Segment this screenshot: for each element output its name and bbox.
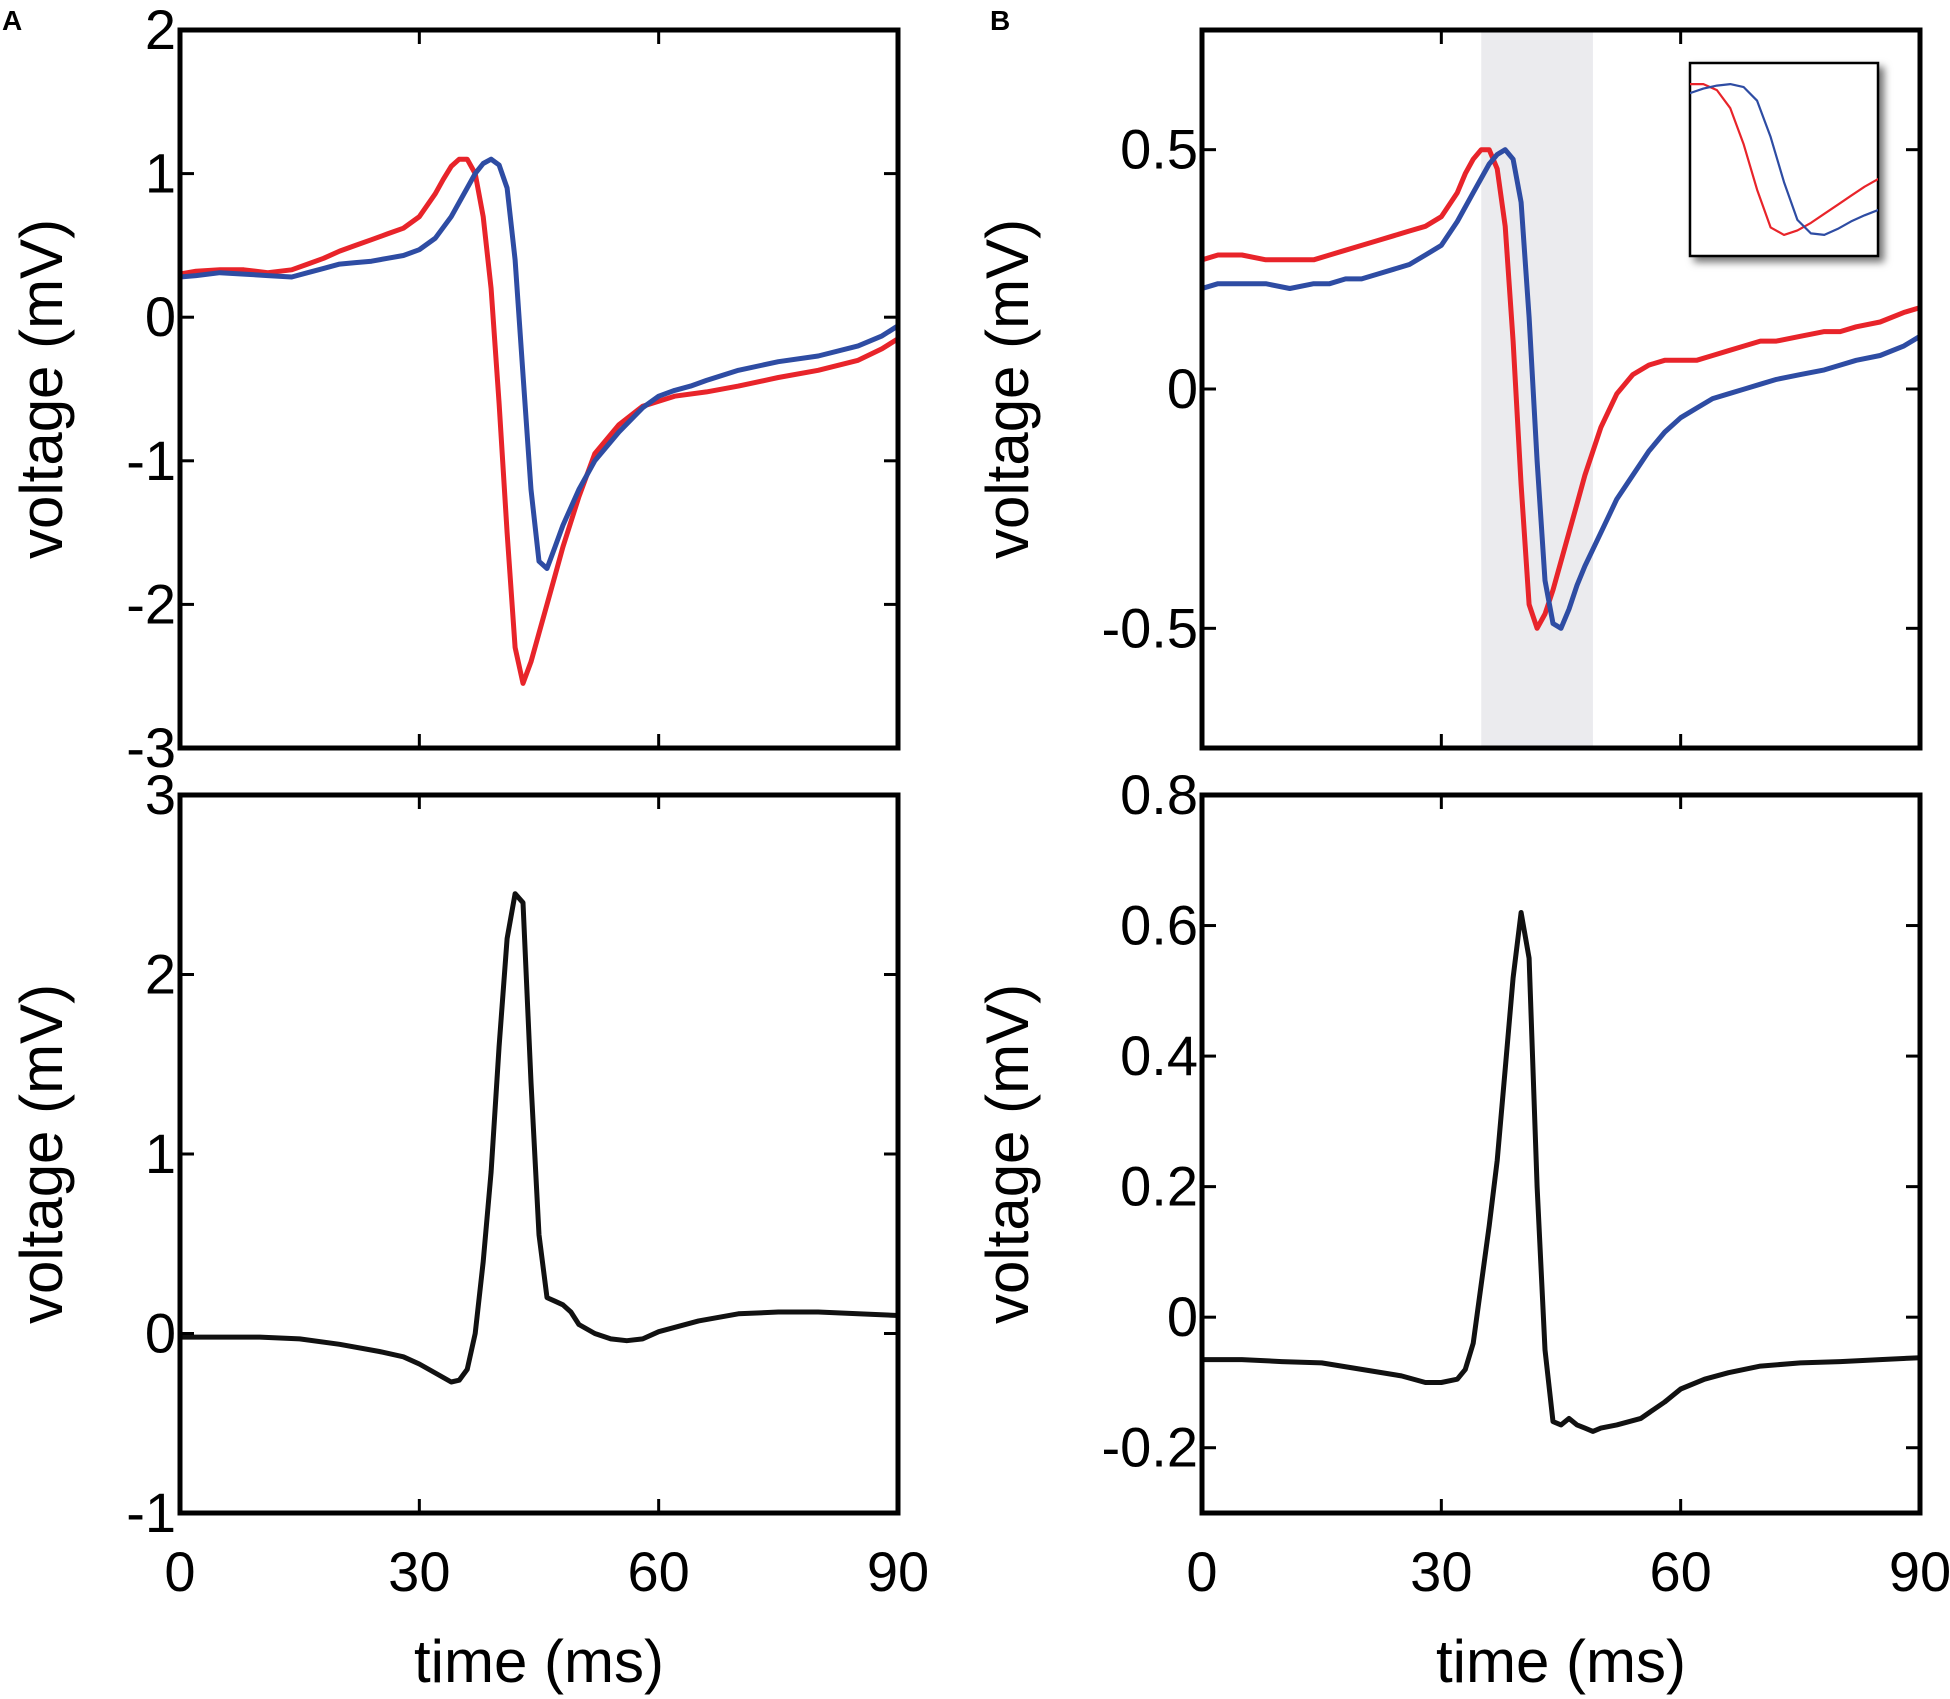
- x-axis-title: time (ms): [1436, 1628, 1686, 1695]
- x-tick-label: 30: [388, 1540, 450, 1603]
- inset-zoom: [1688, 61, 1880, 258]
- plot-area: -3 -2 -1 0 1 2: [126, 0, 901, 779]
- y-tick-label: 0.2: [1120, 1155, 1198, 1218]
- y-tick-label: -2: [126, 572, 176, 635]
- series-line-difference: [180, 891, 898, 1385]
- series-group: [1202, 147, 1920, 631]
- panel-label-b: B: [990, 5, 1010, 36]
- y-tick-label: 2: [145, 0, 176, 61]
- series-line-red: [1202, 147, 1920, 631]
- series-group: [1202, 910, 1920, 1434]
- x-tick-label: 30: [1410, 1540, 1472, 1603]
- x-tick-label: 90: [867, 1540, 929, 1603]
- y-tick-label: 0: [1167, 1285, 1198, 1348]
- series-line-blue: [180, 156, 898, 571]
- y-tick-label: 0.5: [1120, 118, 1198, 181]
- series-group: [180, 156, 898, 686]
- y-axis-title: voltage (mV): [974, 984, 1041, 1324]
- inset-line-blue: [1690, 82, 1878, 236]
- x-tick-label: 0: [164, 1540, 195, 1603]
- series-line-blue: [1202, 147, 1920, 631]
- y-tick-label: 1: [145, 142, 176, 205]
- series-group: [180, 891, 898, 1385]
- x-tick-label: 60: [628, 1540, 690, 1603]
- y-tick-label: 0: [145, 1302, 176, 1365]
- x-axis-title: time (ms): [414, 1628, 664, 1695]
- plot-area: -0.5 0 0.5: [1102, 27, 1923, 751]
- y-tick-label: 1: [145, 1122, 176, 1185]
- y-tick-label: -0.2: [1102, 1416, 1199, 1479]
- plot-frame: [177, 27, 901, 751]
- chart-b-top: -0.5 0 0.5 voltage (mV): [974, 27, 1923, 751]
- y-axis-title: voltage (mV): [974, 219, 1041, 559]
- plot-frame: [1199, 792, 1923, 1516]
- inset-plot: [1690, 82, 1878, 236]
- y-axis-title: voltage (mV): [8, 984, 75, 1324]
- y-tick-label: -0.5: [1102, 596, 1199, 659]
- x-tick-label: 90: [1889, 1540, 1950, 1603]
- plot-frame: [177, 792, 901, 1516]
- plot-area: 0 30 60 90 -0.2 0 0.2 0.4 0.6 0.8: [1102, 763, 1950, 1603]
- y-tick-label: 0.4: [1120, 1024, 1198, 1087]
- y-tick-label: 0: [1167, 357, 1198, 420]
- y-axis-title: voltage (mV): [8, 219, 75, 559]
- y-tick-label: 0.6: [1120, 894, 1198, 957]
- y-tick-label: -1: [126, 429, 176, 492]
- y-tick-label: 0.8: [1120, 763, 1198, 826]
- y-tick-label: -3: [126, 716, 176, 779]
- series-line-red: [180, 156, 898, 686]
- shaded-region: [1481, 30, 1593, 748]
- y-tick-label: -1: [126, 1481, 176, 1544]
- panel-label-a: A: [2, 5, 22, 36]
- chart-b-bottom: 0 30 60 90 -0.2 0 0.2 0.4 0.6 0.8 voltage (mV) ti…: [974, 763, 1950, 1695]
- y-tick-label: 3: [145, 763, 176, 826]
- y-tick-label: 2: [145, 943, 176, 1006]
- y-tick-label: 0: [145, 285, 176, 348]
- x-tick-label: 60: [1650, 1540, 1712, 1603]
- series-line-difference: [1202, 910, 1920, 1434]
- x-tick-label: 0: [1186, 1540, 1217, 1603]
- chart-a-top: -3 -2 -1 0 1 2 voltage (mV): [8, 0, 901, 779]
